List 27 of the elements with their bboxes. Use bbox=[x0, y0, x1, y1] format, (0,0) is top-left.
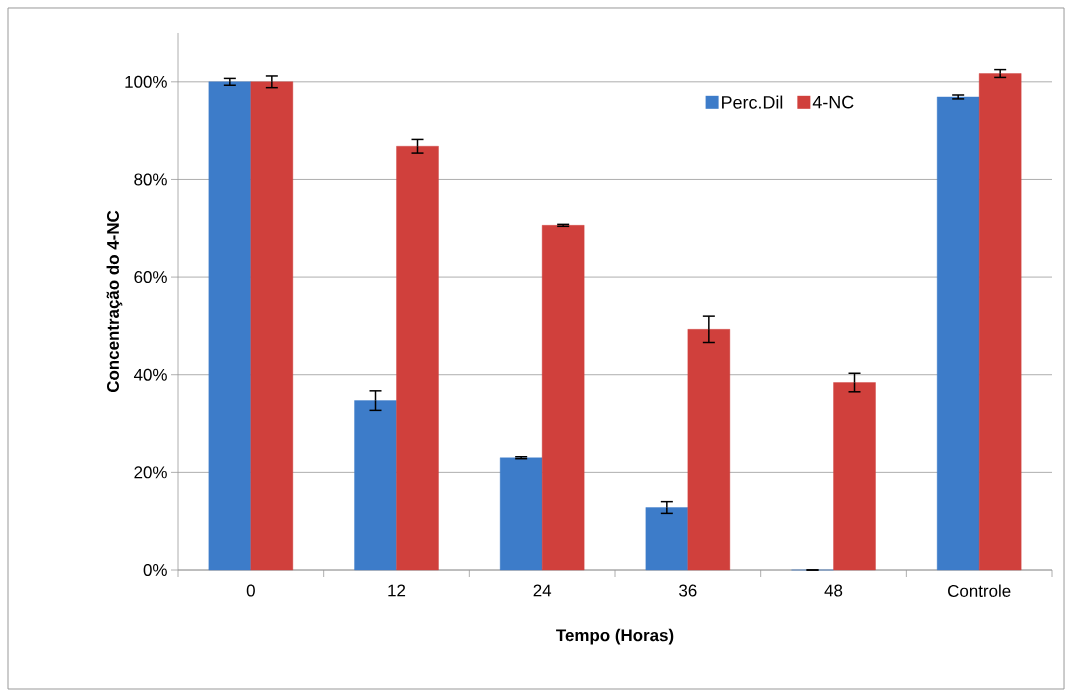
bar bbox=[499, 457, 543, 571]
bar bbox=[250, 81, 294, 571]
x-axis-title: Tempo (Horas) bbox=[556, 628, 674, 645]
bar bbox=[541, 225, 585, 571]
y-tick-label: 20% bbox=[134, 466, 167, 479]
x-tick-label: Controle bbox=[948, 584, 1011, 597]
y-tick-label: 0% bbox=[143, 564, 167, 576]
y-axis-title: Concentração do 4-NC bbox=[106, 210, 123, 393]
bar bbox=[208, 81, 252, 571]
x-tick-label: 12 bbox=[388, 584, 406, 597]
bar bbox=[936, 96, 980, 571]
bar bbox=[687, 329, 731, 571]
y-tick-label: 80% bbox=[134, 173, 167, 186]
x-tick-label: 48 bbox=[824, 584, 843, 597]
x-tick-label: 24 bbox=[533, 584, 552, 597]
y-tick-label: 40% bbox=[133, 368, 167, 381]
bar bbox=[833, 382, 876, 571]
y-tick-label: 60% bbox=[134, 271, 167, 284]
y-tick-label: 100% bbox=[125, 75, 167, 88]
bar bbox=[645, 507, 689, 571]
x-tick-label: 0 bbox=[246, 584, 255, 597]
bar bbox=[978, 73, 1022, 571]
legend-label: 4-NC bbox=[812, 95, 854, 109]
bar bbox=[354, 400, 397, 571]
legend-label: Perc.Dil bbox=[722, 95, 783, 109]
bar bbox=[396, 146, 439, 571]
x-tick-label: 36 bbox=[679, 584, 697, 597]
